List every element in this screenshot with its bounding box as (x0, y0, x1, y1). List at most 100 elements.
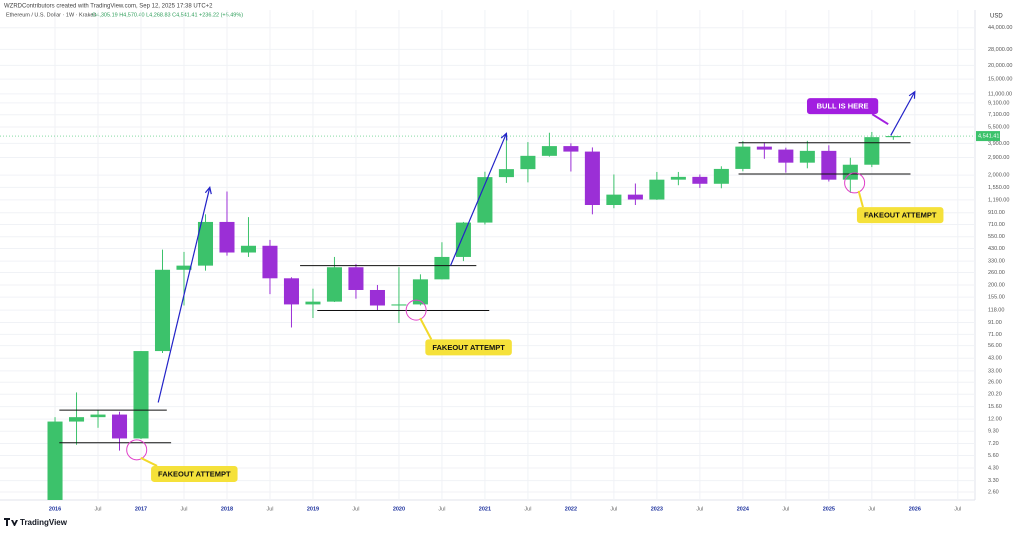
y-tick-label: 33.00 (988, 368, 1002, 374)
x-tick-label: 2025 (823, 506, 835, 512)
candle-body (713, 168, 729, 184)
callout-text: FAKEOUT ATTEMPT (158, 469, 231, 478)
y-tick-label: 9.30 (988, 429, 999, 435)
candle-body (649, 179, 665, 200)
y-tick-label: 91.00 (988, 320, 1002, 326)
y-tick-label: 9,100.00 (988, 100, 1009, 106)
y-tick-label: 2.60 (988, 489, 999, 495)
fakeout-circle (405, 299, 427, 321)
y-tick-label: 3.30 (988, 478, 999, 484)
candle-body (111, 414, 128, 439)
y-tick-label: 200.00 (988, 282, 1005, 288)
x-tick-label: 2019 (307, 506, 319, 512)
candle-body (68, 417, 85, 422)
candle-body (240, 245, 257, 253)
trend-arrow (890, 91, 916, 136)
candle-body (326, 267, 342, 302)
candle-body (692, 176, 708, 184)
candle-body (563, 146, 579, 152)
y-tick-label: 5.60 (988, 453, 999, 459)
ohlc: O4,305.19 H4,570.40 L4,268.83 C4,541.41 … (92, 12, 243, 18)
logo: TradingView (4, 518, 68, 527)
x-tick-label: Jul (524, 506, 531, 512)
candle-body (176, 265, 192, 270)
credit: WZRDContributors created with TradingVie… (4, 4, 213, 10)
fakeout-circle (844, 172, 866, 194)
candle-body (305, 301, 321, 305)
y-tick-label: 15.60 (988, 404, 1002, 410)
candle-body (842, 164, 858, 180)
y-tick-label: 28,000.00 (988, 47, 1012, 53)
y-tick-label: 1,550.00 (988, 185, 1009, 191)
candle-body (520, 155, 536, 170)
y-tick-label: 155.00 (988, 295, 1005, 301)
x-tick-label: Jul (95, 506, 102, 512)
candle-body (821, 150, 837, 180)
x-tick-label: Jul (610, 506, 617, 512)
y-tick-label: 2,900.00 (988, 155, 1009, 161)
candle-body (47, 421, 63, 500)
candle-body (670, 176, 686, 180)
candle-body (412, 279, 428, 305)
currency: USD (990, 14, 1003, 20)
candle-body (864, 137, 880, 165)
arrow-head (204, 185, 212, 195)
callout-pointer (857, 190, 864, 208)
y-tick-label: 26.00 (988, 380, 1002, 386)
callout-box (856, 207, 944, 224)
x-tick-label: Jul (352, 506, 359, 512)
y-tick-label: 4.30 (988, 465, 999, 471)
x-tick-label: Jul (180, 506, 187, 512)
candle-body (391, 304, 407, 306)
y-tick-label: 1,190.00 (988, 197, 1009, 203)
x-tick-label: Jul (266, 506, 273, 512)
plot-area: FAKEOUT ATTEMPT FAKEOUT ATTEMPT FAKEOUT AT… (0, 10, 975, 500)
candle-body (541, 146, 557, 156)
candle-body (262, 245, 278, 279)
last-price-label: 4,541.41 (978, 134, 999, 140)
x-tick-label: 2020 (393, 506, 405, 512)
y-tick-label: 12.00 (988, 417, 1002, 423)
y-tick-label: 71.00 (988, 332, 1002, 338)
candle-body (735, 146, 751, 169)
candle-body (799, 150, 815, 163)
x-tick-label: Jul (696, 506, 703, 512)
y-tick-label: 43.00 (988, 356, 1002, 362)
candle-body (348, 267, 364, 290)
candle-body (219, 221, 235, 253)
last-price-box (976, 131, 1000, 142)
callout-pointer (140, 456, 158, 467)
y-tick-label: 260.00 (988, 270, 1005, 276)
candle-body (885, 136, 901, 138)
y-tick-label: 430.00 (988, 246, 1005, 252)
callout-pointer (871, 113, 889, 126)
x-tick-label: 2026 (909, 506, 921, 512)
candle-body (778, 149, 794, 163)
y-tick-label: 2,000.00 (988, 173, 1009, 179)
y-tick-label: 910.00 (988, 210, 1005, 216)
arrow-head (500, 132, 508, 141)
y-tick-label: 330.00 (988, 259, 1005, 265)
y-tick-label: 7.20 (988, 441, 999, 447)
candle-body (455, 222, 471, 257)
x-tick-label: 2016 (49, 506, 61, 512)
callout-text: BULL IS HERE (817, 102, 869, 111)
logo-text: TradingView (20, 518, 68, 527)
y-tick-label: 710.00 (988, 222, 1005, 228)
candle-body (133, 351, 149, 439)
callout-text: FAKEOUT ATTEMPT (864, 211, 937, 220)
callout-box (151, 465, 238, 482)
y-tick-label: 5,500.00 (988, 124, 1009, 130)
candle-body (627, 194, 643, 200)
x-tick-label: 2021 (479, 506, 491, 512)
x-tick-label: 2018 (221, 506, 233, 512)
y-tick-label: 44,000.00 (988, 25, 1012, 31)
callout-box (425, 339, 512, 356)
x-tick-label: 2023 (651, 506, 663, 512)
candle-body (283, 278, 299, 305)
y-tick-label: 11,000.00 (988, 91, 1012, 97)
arrow-head (908, 90, 916, 99)
